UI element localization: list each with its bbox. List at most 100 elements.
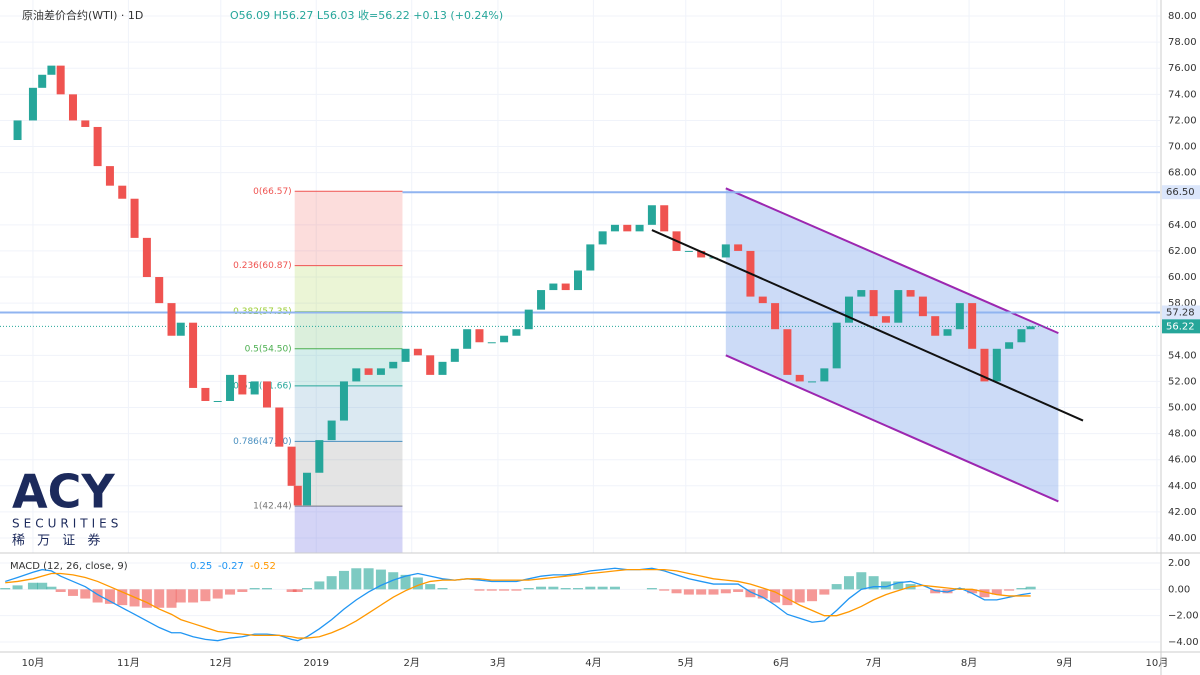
fib-label: 0(66.57) [253, 187, 292, 197]
candle [647, 205, 656, 225]
candle [660, 205, 669, 232]
macd-line [5, 567, 1031, 642]
histogram-bar [0, 588, 11, 590]
fib-extension [294, 506, 403, 553]
histogram-bar [55, 589, 66, 592]
signal-value: -0.27 [218, 561, 244, 572]
candle [943, 329, 952, 336]
candle [315, 440, 324, 473]
macd-value: 0.25 [190, 561, 212, 572]
histogram-bar [1004, 589, 1015, 591]
y-tick-label: 54.00 [1168, 350, 1197, 361]
histogram-bar [930, 589, 941, 594]
candle [327, 420, 336, 441]
fib-band [294, 265, 403, 312]
hist-value: -0.52 [250, 561, 276, 572]
y-tick-label: 80.00 [1168, 11, 1197, 22]
histogram-bar [92, 589, 103, 603]
histogram-bar [117, 589, 128, 606]
histogram-bar [967, 589, 978, 594]
candle [968, 303, 977, 349]
candle [512, 329, 521, 336]
x-tick-label: 3月 [490, 657, 506, 669]
candle [783, 329, 792, 375]
histogram-bar [225, 589, 236, 595]
histogram-bar [880, 581, 891, 590]
histogram-bar [696, 589, 707, 595]
macd-title: MACD (12, 26, close, 9) [10, 561, 128, 572]
fib-label: 0.618(51.66) [233, 381, 292, 391]
histogram-bar [560, 588, 571, 590]
x-tick-label: 2月 [404, 657, 420, 669]
histogram-bar [200, 589, 211, 602]
candle [906, 290, 915, 297]
candle [226, 374, 235, 401]
candle [81, 120, 90, 127]
candle [250, 381, 259, 395]
candle [189, 322, 198, 388]
histogram-bar [843, 576, 854, 590]
channel-edge [725, 187, 1059, 335]
candle [573, 270, 582, 291]
histogram-bar [175, 589, 186, 603]
price-tag-label: 56.22 [1166, 321, 1195, 332]
candle [549, 283, 558, 291]
candle [38, 74, 47, 88]
candle [635, 224, 644, 232]
histogram-bar [499, 589, 510, 591]
histogram-bar [400, 574, 411, 590]
candle [881, 316, 890, 323]
price-tag [1162, 185, 1200, 200]
histogram-bar [12, 585, 23, 590]
histogram-bar [261, 588, 272, 590]
histogram-bar [757, 589, 768, 599]
candle [1026, 326, 1035, 330]
histogram-bar [659, 589, 670, 591]
histogram-bar [609, 586, 620, 590]
x-tick-label: 10月 [22, 657, 45, 669]
histogram-bar [292, 589, 303, 592]
candle [980, 348, 989, 382]
candle [401, 348, 410, 362]
candle [795, 374, 804, 382]
histogram-bar [856, 572, 867, 590]
candle [376, 368, 385, 375]
candle [352, 368, 361, 382]
candle [176, 322, 185, 336]
histogram-bar [141, 589, 152, 608]
candle [293, 485, 302, 506]
x-tick-label: 11月 [117, 657, 140, 669]
candle [623, 224, 632, 232]
x-tick-label: 5月 [678, 657, 694, 669]
candle [201, 387, 210, 401]
logo-sub: SECURITIES [12, 517, 122, 531]
symbol-title[interactable]: 原油差价合约(WTI) · 1D [22, 8, 143, 22]
candle [438, 361, 447, 375]
candle [68, 94, 77, 121]
fib-band [294, 385, 403, 442]
x-tick-label: 8月 [961, 657, 977, 669]
candle [28, 87, 37, 121]
fib-band [294, 311, 403, 349]
candle [155, 277, 164, 304]
histogram-bar [585, 586, 596, 590]
histogram-bar [351, 568, 362, 590]
candle [524, 309, 533, 330]
candle [213, 400, 222, 402]
y-tick-label: 70.00 [1168, 142, 1197, 153]
trend-line [651, 229, 1084, 422]
histogram-bar [80, 589, 91, 599]
x-tick-label: 2019 [304, 658, 329, 669]
candle [413, 348, 422, 356]
histogram-bar [437, 588, 448, 590]
x-tick-label: 9月 [1056, 657, 1072, 669]
candle [697, 250, 706, 258]
y-tick-label: 2.00 [1168, 558, 1190, 569]
ohlc: O56.09 H56.27 L56.03 收=56.22 +0.13 (+0.2… [230, 8, 503, 22]
histogram-bar [249, 588, 260, 590]
macd-line [5, 568, 1031, 639]
histogram-bar [237, 589, 248, 592]
candle [1005, 342, 1014, 349]
